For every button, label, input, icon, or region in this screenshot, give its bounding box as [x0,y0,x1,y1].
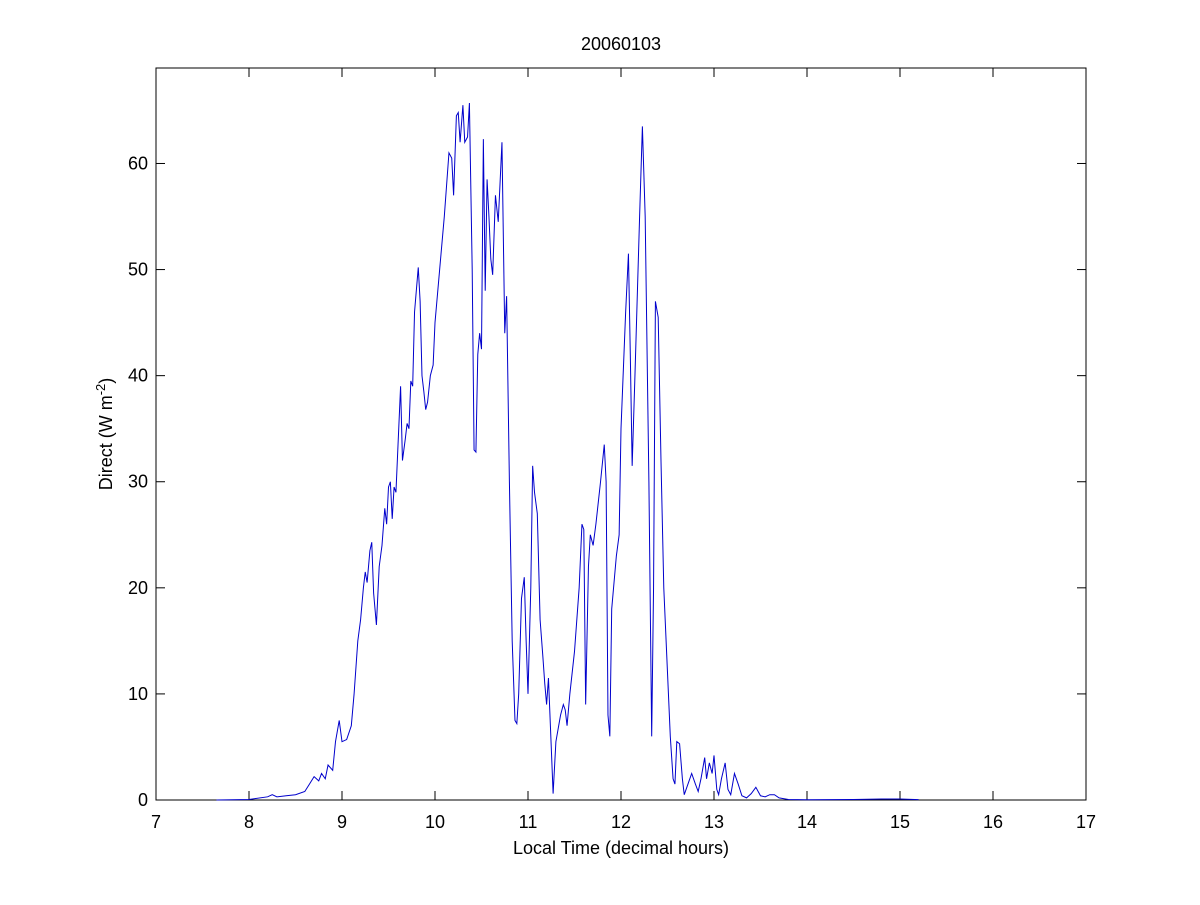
y-tick-label: 20 [128,578,148,598]
x-tick-label: 16 [983,812,1003,832]
x-tick-label: 13 [704,812,724,832]
chart-title: 20060103 [581,34,661,54]
y-tick-label: 0 [138,790,148,810]
x-tick-label: 12 [611,812,631,832]
y-axis-label-sup: -2 [93,384,108,396]
x-tick-label: 10 [425,812,445,832]
y-axis-label-end: ) [96,378,116,384]
y-tick-label: 40 [128,366,148,386]
x-axis-label: Local Time (decimal hours) [513,838,729,858]
x-tick-label: 7 [151,812,161,832]
y-tick-label: 50 [128,260,148,280]
y-tick-label: 10 [128,684,148,704]
x-tick-label: 14 [797,812,817,832]
x-tick-label: 9 [337,812,347,832]
y-tick-label: 60 [128,153,148,173]
x-tick-label: 11 [519,812,538,832]
x-tick-label: 15 [890,812,910,832]
data-line [216,102,919,801]
x-tick-label: 8 [244,812,254,832]
x-tick-label: 17 [1076,812,1096,832]
y-axis-label-text: Direct (W m [96,395,116,490]
y-tick-label: 30 [128,472,148,492]
y-axis-label: Direct (W m-2) [93,378,116,491]
